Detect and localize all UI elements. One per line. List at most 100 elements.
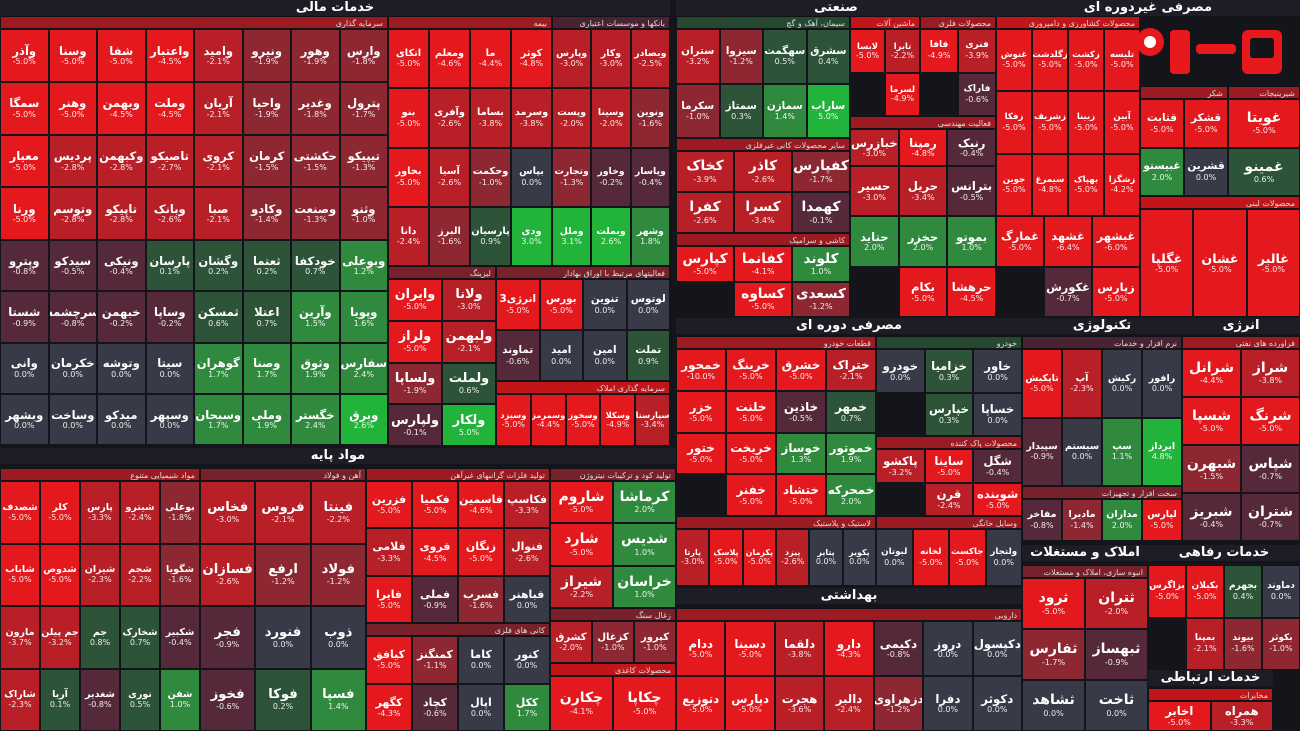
stock-tile: وغدیر -1.8% (291, 81, 340, 135)
stock-tile: کلر -5.0% (40, 481, 80, 544)
stock-change: -1.5% (255, 162, 279, 172)
stock-symbol: زپارس (1097, 279, 1135, 294)
sector-title: خدمات ارتباطی (1148, 670, 1273, 686)
stock-symbol: دکوثر (981, 691, 1014, 706)
stock-change: 2.0% (912, 243, 934, 253)
group-title: نرم افزار و خدمات (1022, 336, 1182, 349)
stock-symbol: ثاخت (1098, 692, 1135, 709)
stock-change: -4.3% (377, 708, 401, 718)
stock-change: -5.0% (693, 266, 717, 276)
stock-change: -5.0% (423, 506, 447, 516)
stock-symbol: آریان (203, 96, 233, 111)
stock-tile: گوهران 1.7% (194, 342, 243, 394)
stock-change: 2.0% (1151, 173, 1173, 182)
stock-tile: کشرق -2.0% (550, 621, 592, 663)
sector-title: مصرفی دوره ای (676, 318, 1022, 334)
stock-symbol: کلوند (803, 250, 839, 267)
group-title: مخابرات (1148, 688, 1273, 701)
stock-change: -0.4% (986, 467, 1010, 477)
stock-symbol: شدیس (621, 531, 668, 548)
stock-tile: سیستم 0.0% (1062, 417, 1102, 486)
stock-change: -5.0% (714, 557, 738, 567)
stock-tile: غنوش -5.0% (996, 29, 1032, 92)
stock-change: 0.0% (987, 650, 1008, 660)
stock-tile: وسخوز -5.0% (565, 394, 601, 446)
stock-symbol: کفرا (689, 199, 721, 216)
stock-tile: خزر -5.0% (676, 390, 726, 433)
stock-symbol: لابسا (857, 40, 878, 51)
stock-tile: سرچشمه -0.8% (48, 291, 97, 343)
stock-change: 0.9% (480, 237, 501, 247)
stock-change: -5.0% (789, 371, 813, 381)
stock-change: -2.0% (559, 643, 583, 652)
stock-symbol: بکام (911, 279, 935, 294)
stock-change: -5.0% (1002, 122, 1026, 132)
stock-change: -5.0% (8, 512, 32, 522)
group-title: فعالیتهای مرتبط با اوراق بهادار (496, 266, 670, 279)
stock-tile: امید 0.0% (539, 330, 583, 381)
stock-tile: دالبر -2.4% (824, 676, 874, 731)
stock-change: -2.1% (1193, 644, 1217, 654)
stock-change: 0.0% (937, 705, 959, 715)
stock-tile: فنری -3.9% (958, 29, 996, 73)
stock-symbol: بیوند (1232, 633, 1254, 644)
stock-symbol: وخاور (597, 166, 625, 178)
stock-symbol: جم (92, 626, 108, 638)
stock-tile: اتکای -5.0% (388, 29, 429, 89)
stock-tile: پردیس -2.8% (48, 134, 97, 188)
stock-tile: خمحور -10.0% (676, 349, 726, 391)
group-title: لیزینگ (388, 266, 496, 279)
stock-symbol: بپاس (519, 166, 544, 178)
stock-symbol: ختور (687, 441, 715, 456)
stock-change: -1.6% (1231, 644, 1255, 654)
stock-symbol: سیمرغ (1035, 174, 1065, 185)
stock-change: -3.3% (88, 512, 112, 522)
stock-symbol: دفرا (935, 691, 961, 706)
stock-tile: رکیش 0.0% (1102, 349, 1142, 418)
stock-tile: غبشهر -6.0% (1092, 216, 1140, 267)
stock-tile: وبهمن -4.5% (97, 81, 146, 135)
stock-symbol: شراز (1252, 359, 1289, 376)
stock-change: 2.6% (353, 421, 374, 431)
stock-tile: شپاس -0.7% (1241, 445, 1300, 493)
stock-tile: ساراب 5.0% (806, 83, 850, 138)
stock-symbol: فسازان (202, 562, 253, 577)
stock-tile: ارفع -1.2% (255, 543, 311, 606)
stock-tile: پارتا -3.0% (676, 529, 710, 586)
stock-tile: سیمرغ -4.8% (1032, 153, 1068, 216)
stock-tile: شبریز -0.4% (1182, 493, 1241, 541)
stock-tile: کنور 0.0% (504, 636, 550, 684)
group-title: فراورده های نفتی (1182, 336, 1300, 349)
stock-tile: ولتجار 0.0% (985, 529, 1022, 586)
stock-tile: شگل -0.4% (973, 449, 1022, 483)
stock-symbol: هجرت (781, 691, 818, 706)
stock-symbol: غنوش (1000, 49, 1028, 60)
stock-symbol: کیافق (373, 648, 405, 662)
stock-change: -5.0% (1074, 185, 1098, 195)
stock-change: 0.7% (305, 267, 326, 277)
stock-change: 0.5% (774, 57, 795, 67)
stock-symbol: ثشاهد (1032, 692, 1075, 709)
stock-symbol: آبین (1113, 112, 1131, 123)
stock-symbol: دانا (400, 225, 417, 237)
stock-change: -5.0% (738, 705, 762, 715)
stock-symbol: وپترو (8, 253, 40, 268)
stock-tile: وساخت 0.0% (48, 393, 97, 445)
stock-tile: وایران -5.0% (388, 279, 442, 321)
stock-symbol: ولراز (398, 329, 432, 345)
stock-symbol: واحیا (252, 96, 281, 111)
stock-symbol: سپارستا (635, 409, 670, 420)
stock-change: -2.2% (128, 575, 152, 585)
stock-tile: وتوشه 0.0% (97, 342, 146, 394)
stock-symbol: وکار (600, 47, 622, 59)
stock-change: 1.9% (256, 421, 277, 431)
stock-tile: میدکو 0.0% (97, 393, 146, 445)
stock-symbol: خپارس (928, 402, 970, 417)
stock-change: -5.0% (1002, 185, 1026, 195)
stock-symbol: خگستر (295, 407, 335, 422)
group-title: محصولات کشاورزی و دامپروری (996, 16, 1140, 29)
stock-tile: کهمدا -0.1% (792, 192, 850, 233)
stock-tile: جاکست -5.0% (949, 529, 986, 586)
stock-tile: وپارس -3.0% (552, 29, 592, 89)
stock-symbol: وکبهمن (99, 149, 144, 164)
